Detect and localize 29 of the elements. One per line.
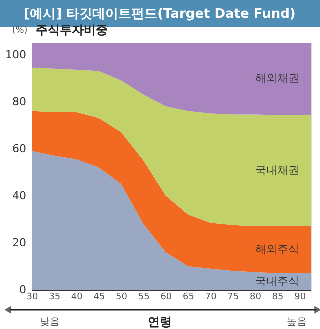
x-tick-label: 65 xyxy=(183,292,194,302)
x-tick-label: 30 xyxy=(26,292,38,302)
x-tick-label: 90 xyxy=(294,292,306,302)
y-tick-label: 40 xyxy=(12,189,26,202)
chart-title: [예시] 타깃데이트펀드(Target Date Fund) xyxy=(24,7,296,22)
x-tick-label: 35 xyxy=(49,292,61,302)
x-tick-label: 80 xyxy=(250,292,262,302)
series-label: 해외채권 xyxy=(256,72,300,86)
y-axis-title: 주식투자비중 xyxy=(36,23,108,37)
x-axis-title: 연령 xyxy=(148,315,172,329)
series-label: 국내채권 xyxy=(256,164,300,177)
x-tick-label: 75 xyxy=(228,292,240,302)
y-tick-label: 20 xyxy=(12,236,26,250)
x-tick-label: 60 xyxy=(160,292,172,302)
y-tick-label: 0 xyxy=(20,284,26,296)
x-tick-label: 40 xyxy=(71,292,84,302)
y-tick-label: 60 xyxy=(12,142,26,156)
series-label: 해외주식 xyxy=(256,243,300,256)
x-tick-label: 85 xyxy=(272,292,284,302)
y-tick-label: 80 xyxy=(12,95,26,108)
y-tick-label: 100 xyxy=(6,48,26,62)
x-tick-label: 50 xyxy=(116,292,128,302)
x-tick-label: 45 xyxy=(94,292,106,302)
x-tick-label: 55 xyxy=(138,292,150,302)
series-label: 국내주식 xyxy=(256,274,300,288)
text: 높음 xyxy=(287,317,307,328)
x-tick-label: 70 xyxy=(205,292,218,302)
text: 낮음 xyxy=(40,317,60,328)
text: (%) xyxy=(12,26,28,36)
